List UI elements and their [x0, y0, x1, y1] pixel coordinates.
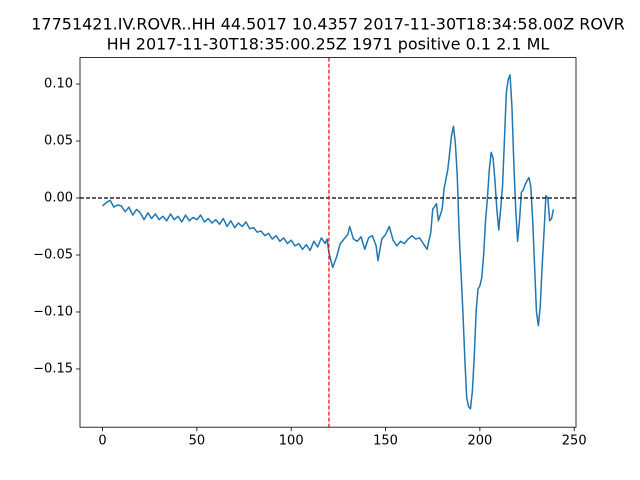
chart-title: 17751421.IV.ROVR..HH 44.5017 10.4357 201… — [31, 15, 625, 34]
y-tick-label: 0.10 — [44, 77, 73, 92]
data-line — [102, 74, 555, 410]
y-tick-label: −0.10 — [33, 304, 73, 319]
x-tick-label: 200 — [467, 434, 492, 449]
x-tick-label: 0 — [98, 434, 106, 449]
y-tick-label: −0.05 — [33, 247, 73, 262]
chart-title: HH 2017-11-30T18:35:00.25Z 1971 positive… — [107, 35, 550, 54]
x-tick-label: 100 — [279, 434, 304, 449]
x-tick-label: 50 — [189, 434, 206, 449]
y-tick-label: 0.05 — [44, 134, 73, 149]
x-tick-label: 150 — [373, 434, 398, 449]
y-tick-label: −0.15 — [33, 361, 73, 376]
y-tick-label: 0.00 — [44, 191, 73, 206]
plot-frame — [79, 57, 577, 428]
x-tick-label: 250 — [562, 434, 587, 449]
